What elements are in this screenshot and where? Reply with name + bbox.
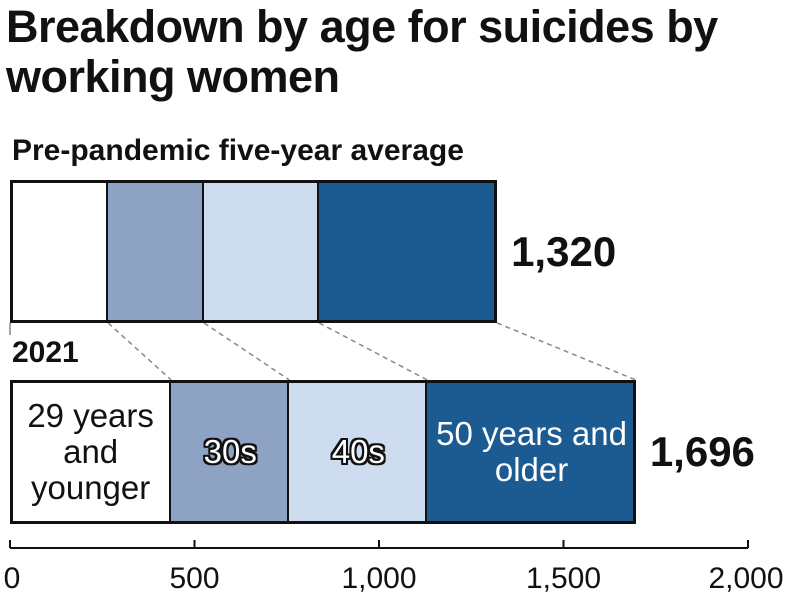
- x-tick-label: 2,000: [708, 562, 784, 595]
- bar-segment: [10, 180, 109, 323]
- segment-label: 50 years and older: [436, 415, 627, 488]
- bar-segment: [427, 380, 636, 524]
- bar-segment: [204, 180, 320, 323]
- connector: [496, 322, 637, 381]
- x-tick-label: 1,500: [525, 562, 602, 595]
- category-label: Pre-pandemic five-year average: [12, 134, 464, 167]
- bar-segment: [108, 180, 205, 323]
- bar-frame: [10, 380, 636, 524]
- bar-frame: [10, 180, 498, 323]
- connector: [203, 322, 290, 381]
- segment-label: 30s: [203, 433, 257, 470]
- bar-segment: [289, 380, 428, 524]
- x-tick-label: 1,000: [341, 562, 417, 595]
- x-tick-label: 0: [3, 562, 21, 595]
- chart-title: Breakdown by age for suicides by working…: [6, 1, 718, 102]
- total-label: 1,696: [649, 428, 755, 475]
- segment-label: 29 years and younger: [27, 397, 154, 506]
- category-label: 2021: [12, 336, 79, 369]
- bar-segment: [10, 380, 172, 524]
- x-tick-label: 500: [169, 562, 220, 595]
- connector: [107, 322, 172, 381]
- connector: [318, 322, 428, 381]
- segment-label: 40s: [331, 433, 385, 470]
- total-label: 1,320: [511, 227, 617, 275]
- bar-segment: [171, 380, 290, 524]
